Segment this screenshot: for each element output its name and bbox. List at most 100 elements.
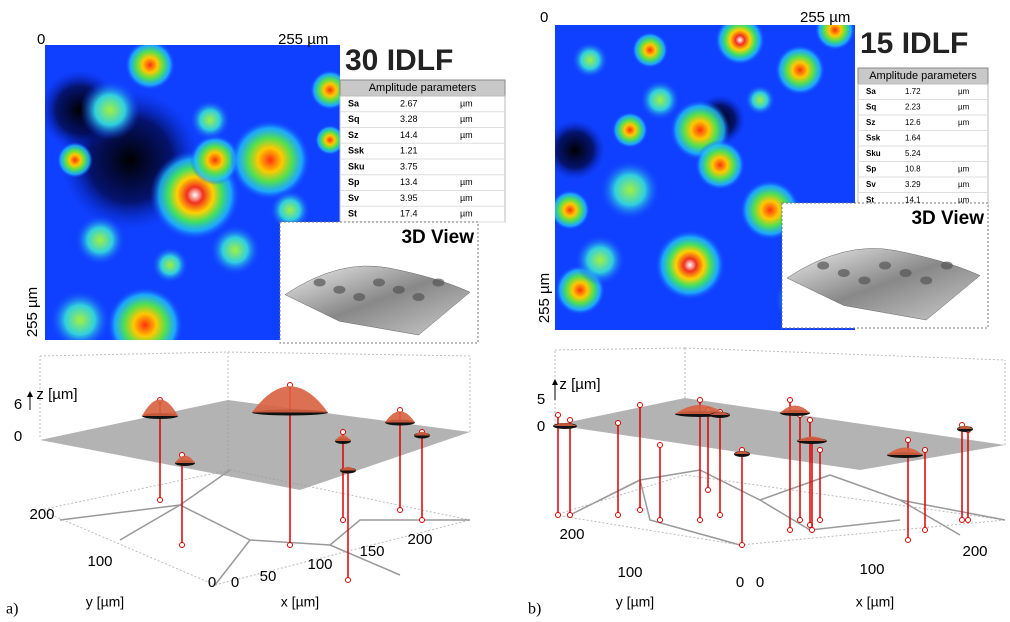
table-cell: Ssk xyxy=(866,133,881,142)
table-cell: Sq xyxy=(866,102,876,111)
voronoi-edge xyxy=(569,469,701,516)
table-cell: St xyxy=(348,209,357,219)
table-cell: 1.21 xyxy=(400,146,418,156)
voronoi-edge xyxy=(599,479,641,501)
pin-foot xyxy=(965,517,971,523)
peak-mound xyxy=(887,447,923,455)
y-tick-label: 200 xyxy=(559,526,584,543)
plot-box xyxy=(39,469,231,511)
sample-title: 15 IDLF xyxy=(860,27,968,60)
y-tick-label: 200 xyxy=(29,506,54,523)
inset-peak xyxy=(432,278,445,287)
pin-top xyxy=(657,442,663,448)
table-cell: 14.4 xyxy=(400,130,418,140)
plot-box xyxy=(684,347,1006,361)
plot-box xyxy=(554,474,686,516)
table-cell: 1.72 xyxy=(905,87,921,96)
pin-foot xyxy=(739,542,745,548)
pin-foot xyxy=(797,517,803,523)
table-cell: Ssk xyxy=(348,146,365,156)
plot-box xyxy=(554,347,686,351)
inset-peak xyxy=(392,285,405,294)
inset-peak xyxy=(817,261,830,270)
heatmap-spot xyxy=(632,32,668,68)
x-tick-label: 200 xyxy=(962,543,987,560)
y-tick-label: 0 xyxy=(208,574,216,591)
x-tick-label: 0 xyxy=(756,574,764,591)
pin-top xyxy=(817,447,823,453)
voronoi-edge xyxy=(899,499,961,536)
table-cell: µm xyxy=(958,118,970,127)
pin-top xyxy=(697,397,703,403)
inset-peak xyxy=(333,285,346,294)
heatmap-spot xyxy=(50,290,110,340)
pin-top xyxy=(567,417,573,423)
table-cell: Sz xyxy=(866,118,875,127)
heatmap-spot xyxy=(600,160,660,220)
panel: 0 255 µm 255 µm 30 IDLF Amplitude parameters… xyxy=(6,31,506,618)
heatmap-spot xyxy=(555,190,590,230)
z-label: z [µm] xyxy=(559,376,600,393)
z-arrowhead xyxy=(552,379,558,385)
table-cell: Sv xyxy=(866,180,876,189)
pin-foot xyxy=(657,517,663,523)
map-y-end: 255 µm xyxy=(536,273,553,323)
voronoi-edge xyxy=(119,504,181,541)
y-axis-label: y [µm] xyxy=(616,594,654,610)
inset-peak xyxy=(899,269,912,277)
panel-label: b) xyxy=(528,601,541,618)
table-header: Amplitude parameters xyxy=(869,70,977,82)
table-cell: µm xyxy=(958,180,970,189)
peak-mound xyxy=(414,431,430,436)
pin-foot xyxy=(419,517,425,523)
voronoi-edge xyxy=(759,499,901,531)
pin-foot xyxy=(787,527,793,533)
table-cell: 3.75 xyxy=(400,161,418,171)
table-cell: µm xyxy=(460,209,473,219)
peak-mound xyxy=(797,436,827,441)
table-cell: Sa xyxy=(866,87,876,96)
pin-foot xyxy=(345,577,351,583)
heatmap-spot xyxy=(575,235,625,285)
y-tick-label: 0 xyxy=(736,574,744,591)
table-cell: µm xyxy=(958,164,970,173)
voronoi-edge xyxy=(329,544,401,576)
heatmap-spot xyxy=(695,140,745,190)
map-x-end: 255 µm xyxy=(278,31,328,48)
z-label: z [µm] xyxy=(36,386,77,403)
panel: 0 255 µm 255 µm 15 IDLF Amplitude parameters… xyxy=(528,9,1006,618)
pin-top xyxy=(637,402,643,408)
heatmap-spot xyxy=(125,45,175,90)
pin-foot xyxy=(179,542,185,548)
peak-mound xyxy=(175,455,195,463)
heatmap-spot xyxy=(190,135,240,185)
map-origin: 0 xyxy=(540,9,548,26)
pin-top xyxy=(922,447,928,453)
pin-foot xyxy=(817,517,823,523)
plot-box xyxy=(554,514,741,546)
table-cell: Sku xyxy=(348,161,365,171)
pin-foot xyxy=(717,512,723,518)
plot-box xyxy=(684,474,1006,521)
heatmap-spot xyxy=(555,120,605,180)
heatmap-spot xyxy=(315,125,340,155)
heatmap-spot xyxy=(230,120,310,200)
peak-mound xyxy=(780,405,810,413)
pin-foot xyxy=(637,507,643,513)
x-tick-label: 100 xyxy=(307,556,332,573)
plot-box xyxy=(214,519,471,586)
peak-mound xyxy=(957,426,973,429)
pin-top xyxy=(787,397,793,403)
table-cell: 3.95 xyxy=(400,193,418,203)
mean-plane xyxy=(40,400,470,490)
heatmap-spot xyxy=(190,100,230,140)
heatmap-spot xyxy=(152,247,188,283)
table-header: Amplitude parameters xyxy=(369,82,477,94)
pin-top xyxy=(615,420,621,426)
table-cell: 12.6 xyxy=(905,118,921,127)
x-axis-label: x [µm] xyxy=(856,594,894,610)
table-cell: 3.28 xyxy=(400,114,418,124)
table-cell: µm xyxy=(958,102,970,111)
heatmap-spot xyxy=(715,25,765,65)
